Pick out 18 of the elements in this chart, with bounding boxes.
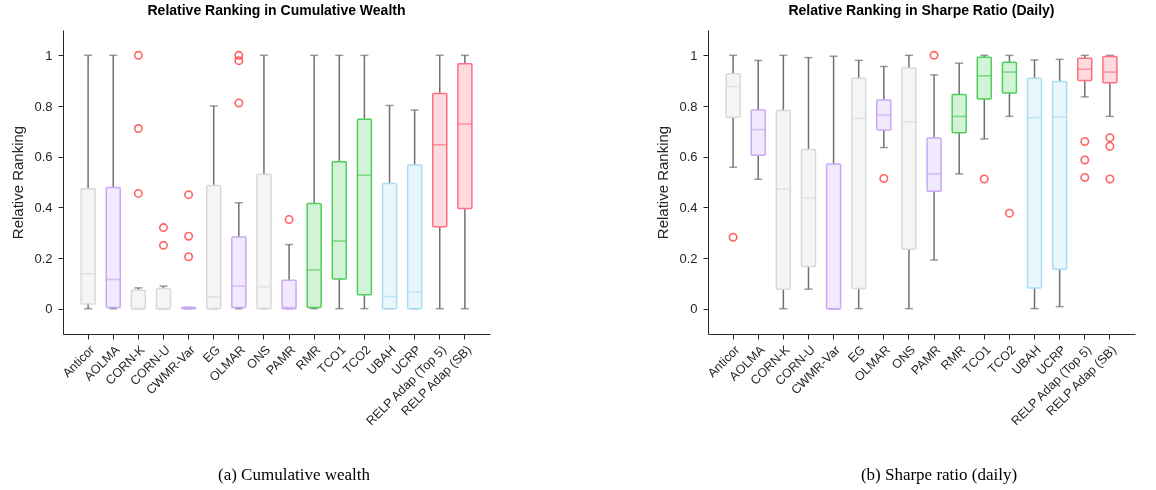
y-tick-label: 1 xyxy=(45,47,53,63)
y-tick-label: 0.2 xyxy=(34,250,53,266)
y-axis-title: Relative Ranking xyxy=(9,125,27,240)
y-axis-title: Relative Ranking xyxy=(654,125,672,240)
text: (b) Sharpe ratio (daily) xyxy=(859,465,1019,485)
chart-title: Relative Ranking in Cumulative Wealth xyxy=(147,2,406,18)
text: (a) Cumulative wealth xyxy=(217,465,371,485)
y-tick-label: 0 xyxy=(45,301,53,317)
y-tick-label: 0.6 xyxy=(679,149,698,165)
y-tick-label: 0.8 xyxy=(34,98,53,114)
chart-title: Relative Ranking in Sharpe Ratio (Daily) xyxy=(788,2,1055,18)
y-tick-label: 0.8 xyxy=(679,98,698,114)
y-tick-label: 0.6 xyxy=(34,149,53,165)
y-tick-label: 0.4 xyxy=(34,199,53,215)
y-tick-label: 0 xyxy=(690,301,698,317)
y-tick-label: 1 xyxy=(690,47,698,63)
y-tick-label: 0.4 xyxy=(679,199,698,215)
y-tick-label: 0.2 xyxy=(679,250,698,266)
